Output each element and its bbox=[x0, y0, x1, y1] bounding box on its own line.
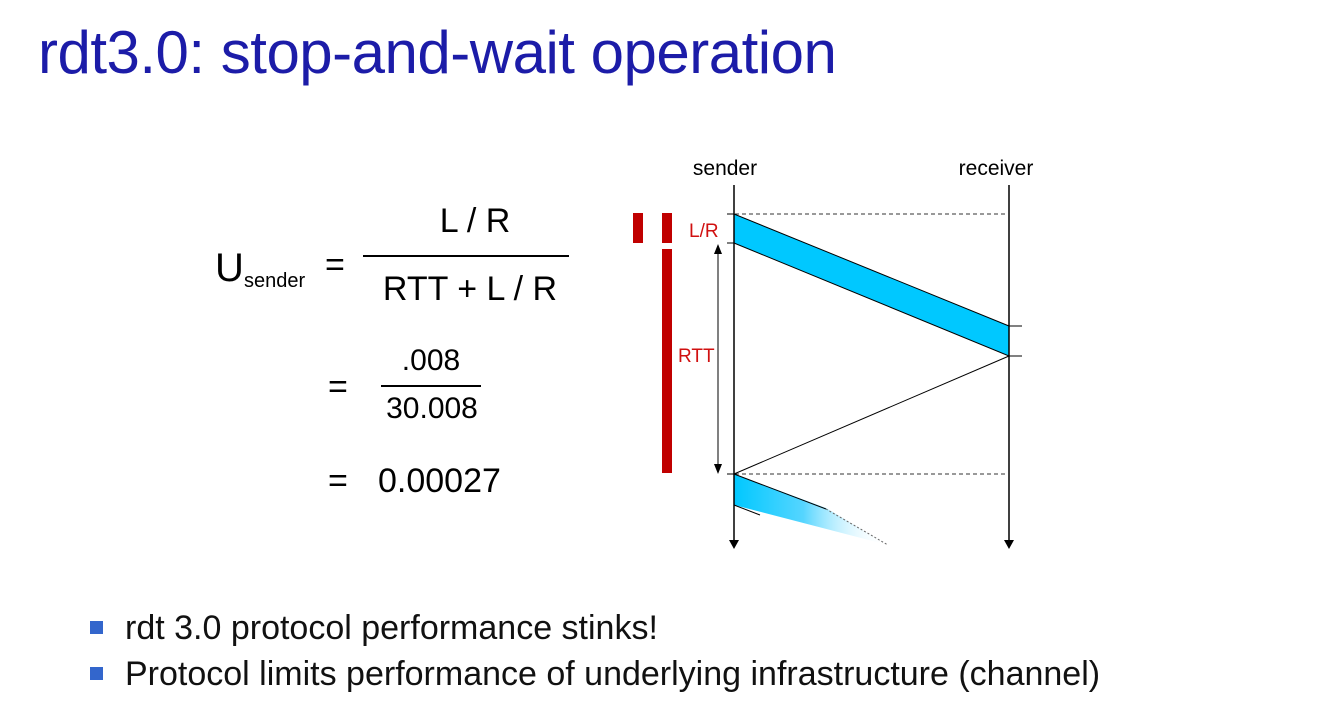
numerator-1: L / R bbox=[439, 202, 511, 240]
next-packet bbox=[734, 474, 888, 545]
denominator-1: RTT + L / R bbox=[382, 270, 558, 308]
packet-transmission bbox=[733, 213, 1010, 357]
u-subscript: sender bbox=[244, 270, 306, 292]
rtt-arrow-up bbox=[714, 244, 722, 254]
bullet-text: rdt 3.0 protocol performance stinks! bbox=[125, 609, 658, 647]
fraction-bar-2 bbox=[381, 385, 481, 387]
sender-arrowhead bbox=[729, 540, 739, 549]
bullet-square-icon bbox=[90, 667, 103, 680]
page-title: rdt3.0: stop-and-wait operation bbox=[38, 19, 837, 86]
receiver-label: receiver bbox=[959, 157, 1034, 180]
rtt-label: RTT bbox=[678, 346, 715, 367]
sender-label: sender bbox=[693, 157, 757, 180]
bullet-text: Protocol limits performance of underlyin… bbox=[125, 655, 1101, 693]
bullet-item: rdt 3.0 protocol performance stinks! bbox=[90, 605, 1100, 651]
receiver-arrowhead bbox=[1004, 540, 1014, 549]
equals-sign-3: = bbox=[328, 462, 348, 500]
next-packet-edge bbox=[733, 473, 827, 510]
numerator-2: .008 bbox=[401, 344, 461, 377]
u-symbol: U bbox=[215, 246, 244, 290]
bullet-square-icon bbox=[90, 621, 103, 634]
next-packet-bottom-edge bbox=[733, 504, 761, 516]
equals-sign-1: = bbox=[325, 246, 345, 284]
equals-sign-2: = bbox=[328, 368, 348, 406]
bullet-list: rdt 3.0 protocol performance stinks! Pro… bbox=[90, 605, 1100, 697]
result-value: 0.00027 bbox=[378, 462, 501, 500]
lr-highlight-bar-left bbox=[633, 213, 643, 243]
ack-line bbox=[733, 355, 1010, 475]
fraction-bar-1 bbox=[363, 255, 569, 257]
rtt-highlight-bar bbox=[662, 249, 672, 473]
rtt-arrow-down bbox=[714, 464, 722, 474]
lr-highlight-bar-right bbox=[662, 213, 672, 243]
bullet-item: Protocol limits performance of underlyin… bbox=[90, 651, 1100, 697]
denominator-2: 30.008 bbox=[386, 392, 478, 425]
lr-label: L/R bbox=[689, 221, 719, 242]
